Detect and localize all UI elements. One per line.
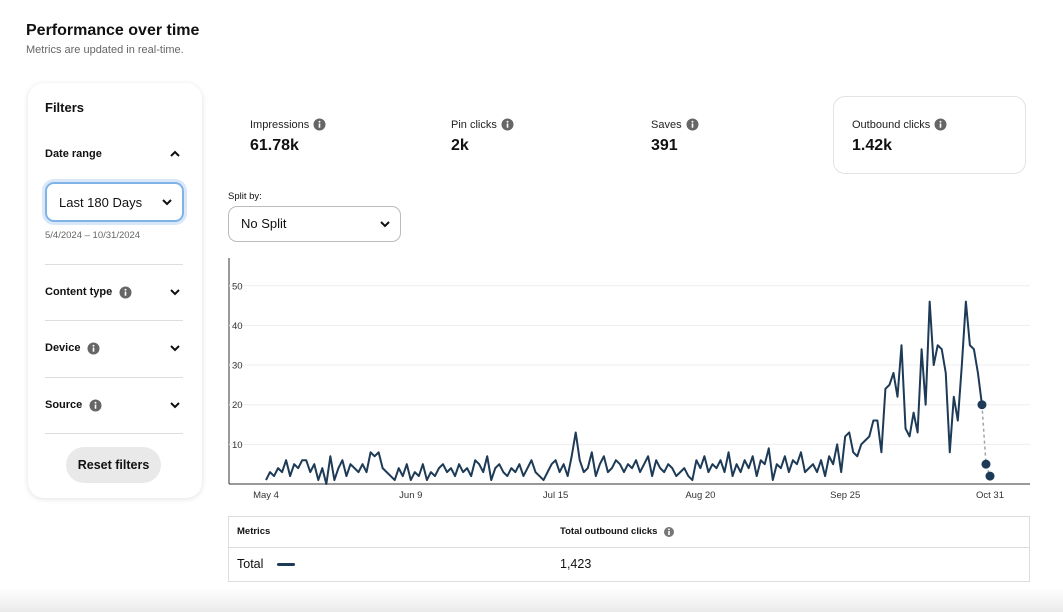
x-tick-label: May 4 — [253, 490, 279, 501]
metric-label[interactable]: Pin clicks — [451, 119, 497, 131]
table-divider — [228, 547, 1030, 548]
chart: 10 20 30 40 50 May 4 Jun 9 Jul 15 Aug 20 Sep 25 Oc… — [228, 258, 1030, 501]
metric-label[interactable]: Outbound clicks — [852, 119, 931, 131]
reset-label[interactable]: Reset filters — [77, 458, 150, 472]
dropdown-icon[interactable] — [378, 217, 392, 231]
metric-value: 391 — [651, 137, 678, 154]
page-title: Performance over time — [26, 22, 200, 39]
metric-value: 2k — [451, 137, 469, 154]
x-tick-label: Jun 9 — [399, 490, 422, 501]
info-icon[interactable] — [89, 399, 102, 412]
data-point — [985, 471, 995, 481]
filter-section-label[interactable]: Device — [45, 342, 81, 354]
selected-metric-card[interactable] — [833, 96, 1026, 174]
separator — [45, 264, 183, 265]
date-select-value[interactable]: Last 180 Days — [59, 195, 143, 210]
page-subtitle: Metrics are updated in real-time. — [26, 44, 184, 56]
filter-section-label[interactable]: Source — [45, 399, 83, 411]
x-tick-label: Sep 25 — [830, 490, 860, 501]
table-cell: 1,423 — [560, 557, 592, 571]
data-point — [977, 400, 987, 410]
table-header: Total outbound clicks — [560, 526, 658, 537]
date-range-label[interactable]: Date range — [45, 148, 102, 160]
separator — [45, 320, 183, 321]
metrics-table — [228, 516, 1030, 582]
filter-section-label[interactable]: Content type — [45, 286, 113, 298]
collapse-icon[interactable] — [168, 147, 182, 161]
y-tick-label: 10 — [232, 440, 243, 451]
metric-value: 1.42k — [852, 137, 893, 154]
split-label: Split by: — [228, 191, 262, 202]
x-tick-label: Aug 20 — [685, 490, 715, 501]
separator — [45, 377, 183, 378]
series-swatch — [277, 563, 295, 566]
y-tick-label: 50 — [232, 281, 243, 292]
dropdown-icon[interactable] — [160, 195, 174, 209]
filters-title: Filters — [45, 100, 85, 115]
table-cell: Total — [237, 557, 264, 571]
expand-icon[interactable] — [168, 341, 182, 355]
series-line — [265, 300, 983, 485]
date-range-text: 5/4/2024 – 10/31/2024 — [45, 230, 141, 241]
y-tick-label: 40 — [232, 321, 243, 332]
expand-icon[interactable] — [168, 398, 182, 412]
bottom-shadow — [0, 588, 1063, 612]
table-header: Metrics — [237, 526, 271, 537]
filters-panel — [28, 83, 202, 498]
metric-label[interactable]: Impressions — [250, 119, 310, 131]
x-tick-label: Oct 31 — [976, 490, 1004, 501]
x-tick-label: Jul 15 — [543, 490, 568, 501]
date-select[interactable] — [45, 182, 184, 222]
info-icon[interactable] — [934, 118, 947, 131]
split-select-value[interactable]: No Split — [241, 216, 287, 231]
info-icon[interactable] — [87, 342, 100, 355]
split-select[interactable] — [228, 206, 401, 242]
reset-button[interactable]: Reset filters — [66, 447, 161, 483]
metric-value: 61.78k — [250, 137, 299, 154]
info-icon[interactable] — [501, 118, 514, 131]
y-tick-label: 20 — [232, 400, 243, 411]
info-icon[interactable] — [663, 526, 675, 538]
y-tick-label: 30 — [232, 361, 243, 372]
data-point — [981, 459, 991, 469]
metric-label[interactable]: Saves — [651, 119, 682, 131]
separator — [45, 433, 183, 434]
expand-icon[interactable] — [168, 285, 182, 299]
info-icon[interactable] — [686, 118, 699, 131]
info-icon[interactable] — [313, 118, 326, 131]
info-icon[interactable] — [119, 286, 132, 299]
